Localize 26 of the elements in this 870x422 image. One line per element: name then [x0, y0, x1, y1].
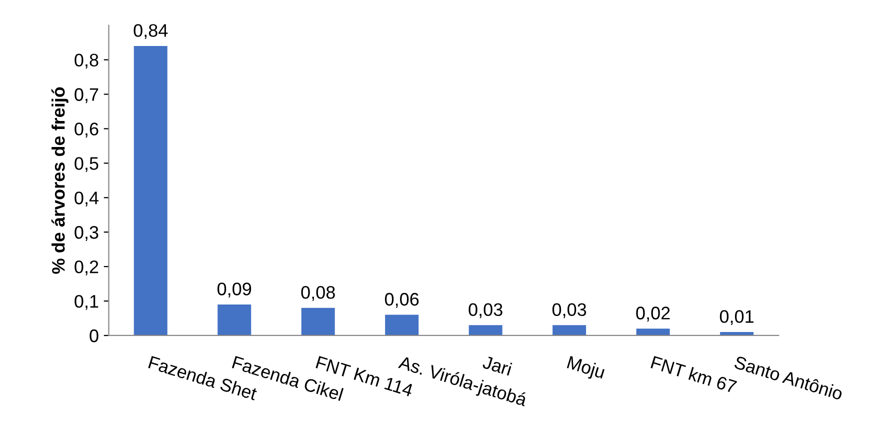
bar — [636, 328, 670, 336]
data-label: 0,06 — [384, 292, 419, 308]
y-tick-label: 0,1 — [74, 294, 98, 310]
data-label: 0,09 — [217, 282, 252, 298]
data-label: 0,02 — [636, 306, 670, 322]
bar — [134, 46, 168, 336]
y-tick-label: 0,4 — [74, 192, 98, 206]
data-label: 0,08 — [301, 286, 335, 301]
bar — [218, 304, 252, 336]
y-axis-title: % de árvores de freijó — [51, 87, 68, 274]
y-tick-label: 0 — [90, 329, 98, 342]
y-tick-label: 0,3 — [74, 226, 98, 241]
data-label: 0,84 — [134, 24, 168, 40]
y-tick-label: 0,6 — [74, 122, 98, 138]
data-label: 0,03 — [552, 303, 586, 318]
y-tick-label: 0,5 — [74, 157, 98, 172]
x-tick-label: Moju — [566, 355, 606, 382]
bar — [468, 325, 502, 336]
y-tick-label: 0,7 — [74, 88, 98, 104]
y-tick-label: 0,2 — [74, 260, 98, 276]
data-label: 0,03 — [468, 303, 502, 318]
data-label: 0,01 — [720, 310, 754, 326]
y-tick-label: 0,8 — [74, 54, 98, 69]
bar — [552, 325, 586, 336]
bar — [301, 308, 335, 336]
bar — [385, 314, 419, 336]
